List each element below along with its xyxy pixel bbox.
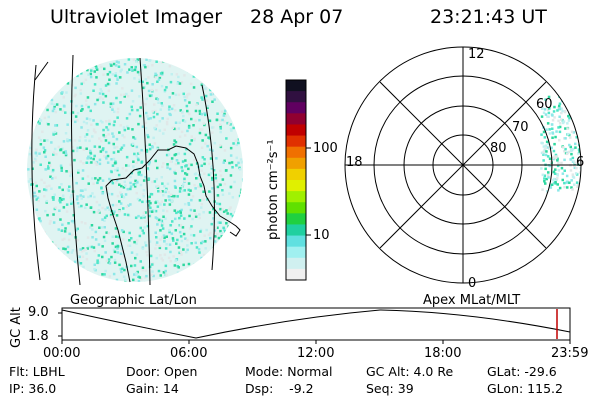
xtick-1800: 18:00 [424,346,462,361]
colorbar-segment [286,257,306,270]
lat-label-80: 80 [490,141,507,156]
colorbar-label-10: 10 [313,228,330,243]
colorbar-frame [285,79,307,281]
colorbar-segment [286,213,306,225]
lat-label-60: 60 [536,97,553,112]
polar-diagonal-2 [379,81,547,249]
altitude-x-ticks [58,312,571,344]
info-seq: Seq: 39 [366,381,414,396]
colorbar-segment [286,80,306,92]
info-glat: GLat: -29.6 [487,364,557,379]
instrument-title: Ultraviolet Imager [50,6,223,28]
altitude-frame [61,307,571,341]
time-label: 23:21:43 UT [430,6,547,28]
colorbar-segment [286,146,306,159]
altitude-curve [61,309,571,339]
geo-map-label: Geographic Lat/Lon [70,293,197,308]
geographic-image [27,54,243,286]
colorbar [286,80,306,281]
coastline [105,145,241,283]
colorbar-segment [286,124,306,137]
colorbar-segment [286,168,306,181]
colorbar-segment [286,235,306,248]
lat-label-70: 70 [512,120,529,135]
colorbar-segment [286,135,306,148]
info-ip: IP: 36.0 [9,381,57,396]
colorbar-segment [286,180,306,192]
colorbar-segment [286,157,306,170]
polar-plot [344,46,582,284]
colorbar-segment [286,113,306,125]
xtick-2359: 23:59 [551,346,589,361]
info-glon: GLon: 115.2 [487,381,563,396]
altitude-strip [58,307,571,344]
colorbar-segment [286,191,306,203]
colorbar-segment [286,91,306,103]
colorbar-segment [286,268,306,281]
altitude-ylabel: GC Alt [9,307,24,348]
polar-plot-label: Apex MLat/MLT [423,293,521,308]
info-door: Door: Open [126,364,198,379]
colorbar-segment [286,224,306,237]
altitude-ytick-high: 9.0 [28,305,49,320]
info-dsp: Dsp: -9.2 [245,381,314,396]
info-filter: Flt: LBHL [9,364,65,379]
mlt-label-18: 18 [346,155,363,170]
xtick-1200: 12:00 [297,346,335,361]
altitude-ytick-low: 1.8 [28,329,49,344]
date-label: 28 Apr 07 [250,6,344,28]
mlt-label-6: 6 [576,155,585,170]
meridian-lines [31,54,215,286]
info-mode: Mode: Normal [245,364,333,379]
info-gain: Gain: 14 [126,381,179,396]
xtick-0000: 00:00 [43,346,81,361]
colorbar-segment [286,102,306,114]
colorbar-segment [286,202,306,214]
mlt-label-12: 12 [468,47,485,62]
xtick-0600: 06:00 [170,346,208,361]
colorbar-unit-label: photon cm⁻²s⁻¹ [266,139,281,240]
info-gc-alt: GC Alt: 4.0 Re [366,364,454,379]
colorbar-label-100: 100 [313,141,338,156]
colorbar-segment [286,246,306,259]
mlt-label-0: 0 [468,276,477,291]
